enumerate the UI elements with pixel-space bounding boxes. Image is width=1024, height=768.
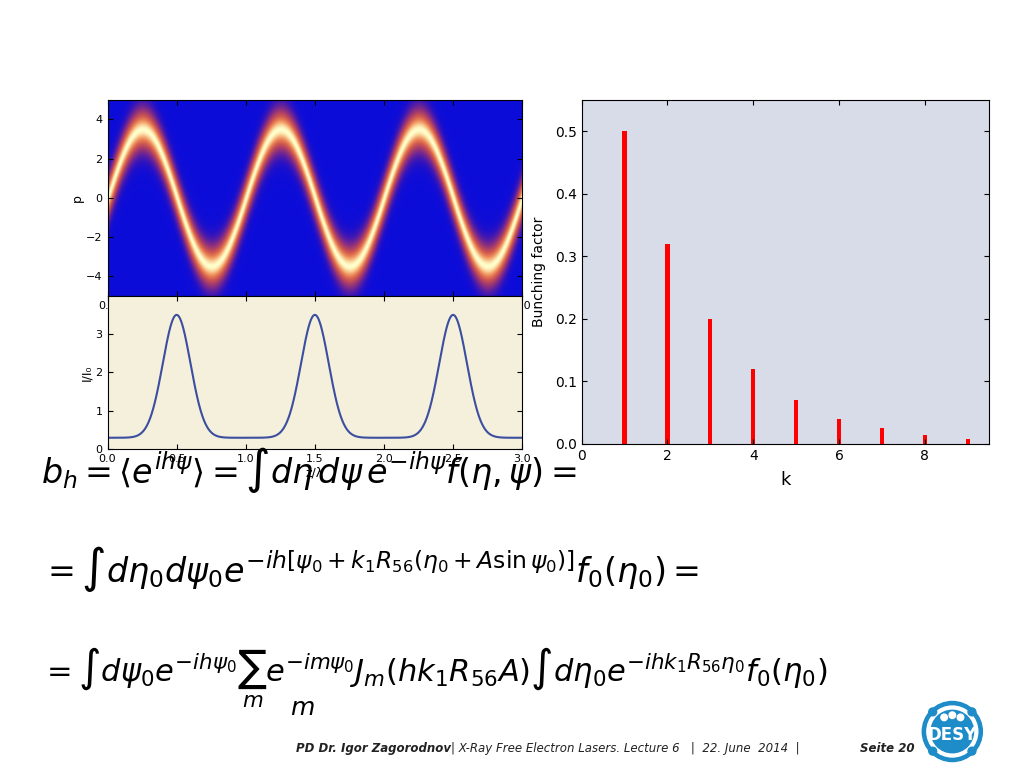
X-axis label: z/λ: z/λ: [306, 467, 324, 480]
Text: $= \int d\psi_0 e^{-ih\psi_0} \sum_m e^{-im\psi_0} J_m(hk_1 R_{56} A) \int d\eta: $= \int d\psi_0 e^{-ih\psi_0} \sum_m e^{…: [41, 645, 827, 710]
Bar: [880, 429, 884, 444]
Bar: [623, 131, 627, 444]
Text: $m$: $m$: [290, 697, 314, 720]
Text: | X-Ray Free Electron Lasers. Lecture 6   |  22. June  2014  |: | X-Ray Free Electron Lasers. Lecture 6 …: [451, 743, 807, 756]
Circle shape: [957, 714, 964, 720]
Text: High-gain harmonic generation (HGHG): High-gain harmonic generation (HGHG): [18, 18, 1024, 63]
X-axis label: z/λ: z/λ: [306, 313, 324, 326]
Bar: [837, 419, 841, 444]
Bar: [709, 319, 713, 444]
Circle shape: [929, 708, 937, 716]
Bar: [794, 400, 799, 444]
Circle shape: [968, 708, 976, 716]
Circle shape: [941, 714, 947, 720]
Bar: [966, 439, 970, 444]
Text: Seite 20: Seite 20: [860, 743, 914, 756]
Circle shape: [931, 710, 974, 753]
Bar: [751, 369, 756, 444]
Text: PD Dr. Igor Zagorodnov: PD Dr. Igor Zagorodnov: [296, 743, 451, 756]
Circle shape: [949, 712, 955, 719]
Circle shape: [927, 706, 978, 757]
Circle shape: [968, 747, 976, 755]
Y-axis label: I/I₀: I/I₀: [80, 364, 93, 381]
Text: $b_h = \left\langle e^{ih\psi} \right\rangle = \int d\eta\, d\psi\, e^{-ih\psi} : $b_h = \left\langle e^{ih\psi} \right\ra…: [41, 445, 577, 495]
Bar: [666, 243, 670, 444]
Y-axis label: p: p: [71, 194, 83, 202]
Y-axis label: Bunching factor: Bunching factor: [532, 217, 547, 327]
Text: DESY: DESY: [928, 726, 977, 743]
X-axis label: k: k: [780, 471, 791, 489]
Circle shape: [923, 701, 982, 762]
Bar: [923, 435, 927, 444]
Text: $= \int d\eta_0 d\psi_0 e^{-ih\left[\psi_0+k_1 R_{56}(\eta_0+A\sin\psi_0)\right]: $= \int d\eta_0 d\psi_0 e^{-ih\left[\psi…: [41, 544, 699, 594]
Circle shape: [929, 747, 937, 755]
